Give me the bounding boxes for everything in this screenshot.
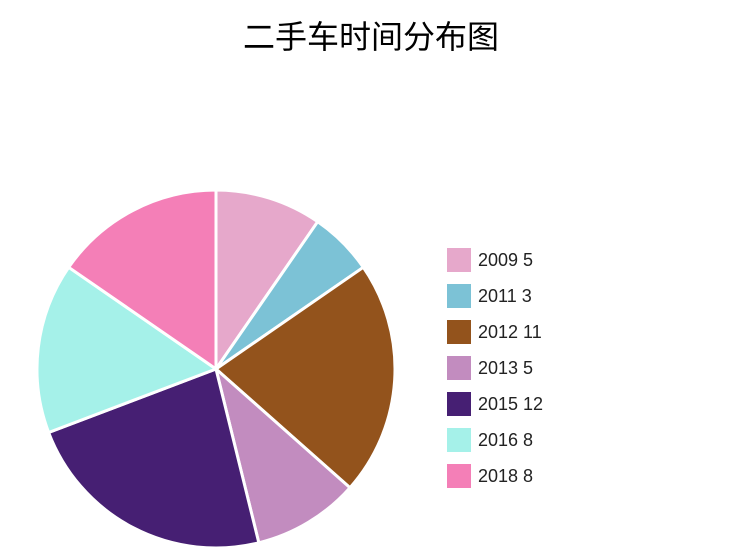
legend-label: 2012 11 [478, 321, 542, 342]
legend-swatch [447, 356, 471, 380]
legend-label: 2013 5 [478, 357, 534, 378]
legend-swatch [447, 392, 471, 416]
legend-item-2012: 2012 11 [447, 314, 543, 350]
legend-item-2009: 2009 5 [447, 242, 543, 278]
legend-swatch [447, 248, 471, 272]
pie-slice-2018 [67, 188, 218, 371]
chart-title: 二手车时间分布图 [242, 18, 499, 56]
legend-item-2018: 2018 8 [447, 458, 543, 494]
legend-label: 2016 8 [478, 429, 534, 450]
pie-slice-2009 [214, 188, 320, 371]
legend-item-2011: 2011 3 [447, 278, 543, 314]
legend-label: 2015 12 [478, 393, 544, 414]
legend-swatch [447, 320, 471, 344]
legend-label: 2011 3 [478, 285, 532, 306]
pie-slice-2016 [35, 265, 218, 434]
legend-item-2013: 2013 5 [447, 350, 543, 386]
legend-label: 2009 5 [478, 249, 534, 270]
legend-item-2016: 2016 8 [447, 422, 543, 458]
pie-slice-2012 [214, 265, 397, 490]
legend-label: 2018 8 [478, 465, 534, 486]
legend: 2009 5 2011 3 2012 11 2013 5 2015 12 2016 8 20… [447, 242, 543, 494]
legend-swatch [447, 464, 471, 488]
legend-item-2015: 2015 12 [447, 386, 543, 422]
legend-swatch [447, 284, 471, 308]
legend-swatch [447, 428, 471, 452]
